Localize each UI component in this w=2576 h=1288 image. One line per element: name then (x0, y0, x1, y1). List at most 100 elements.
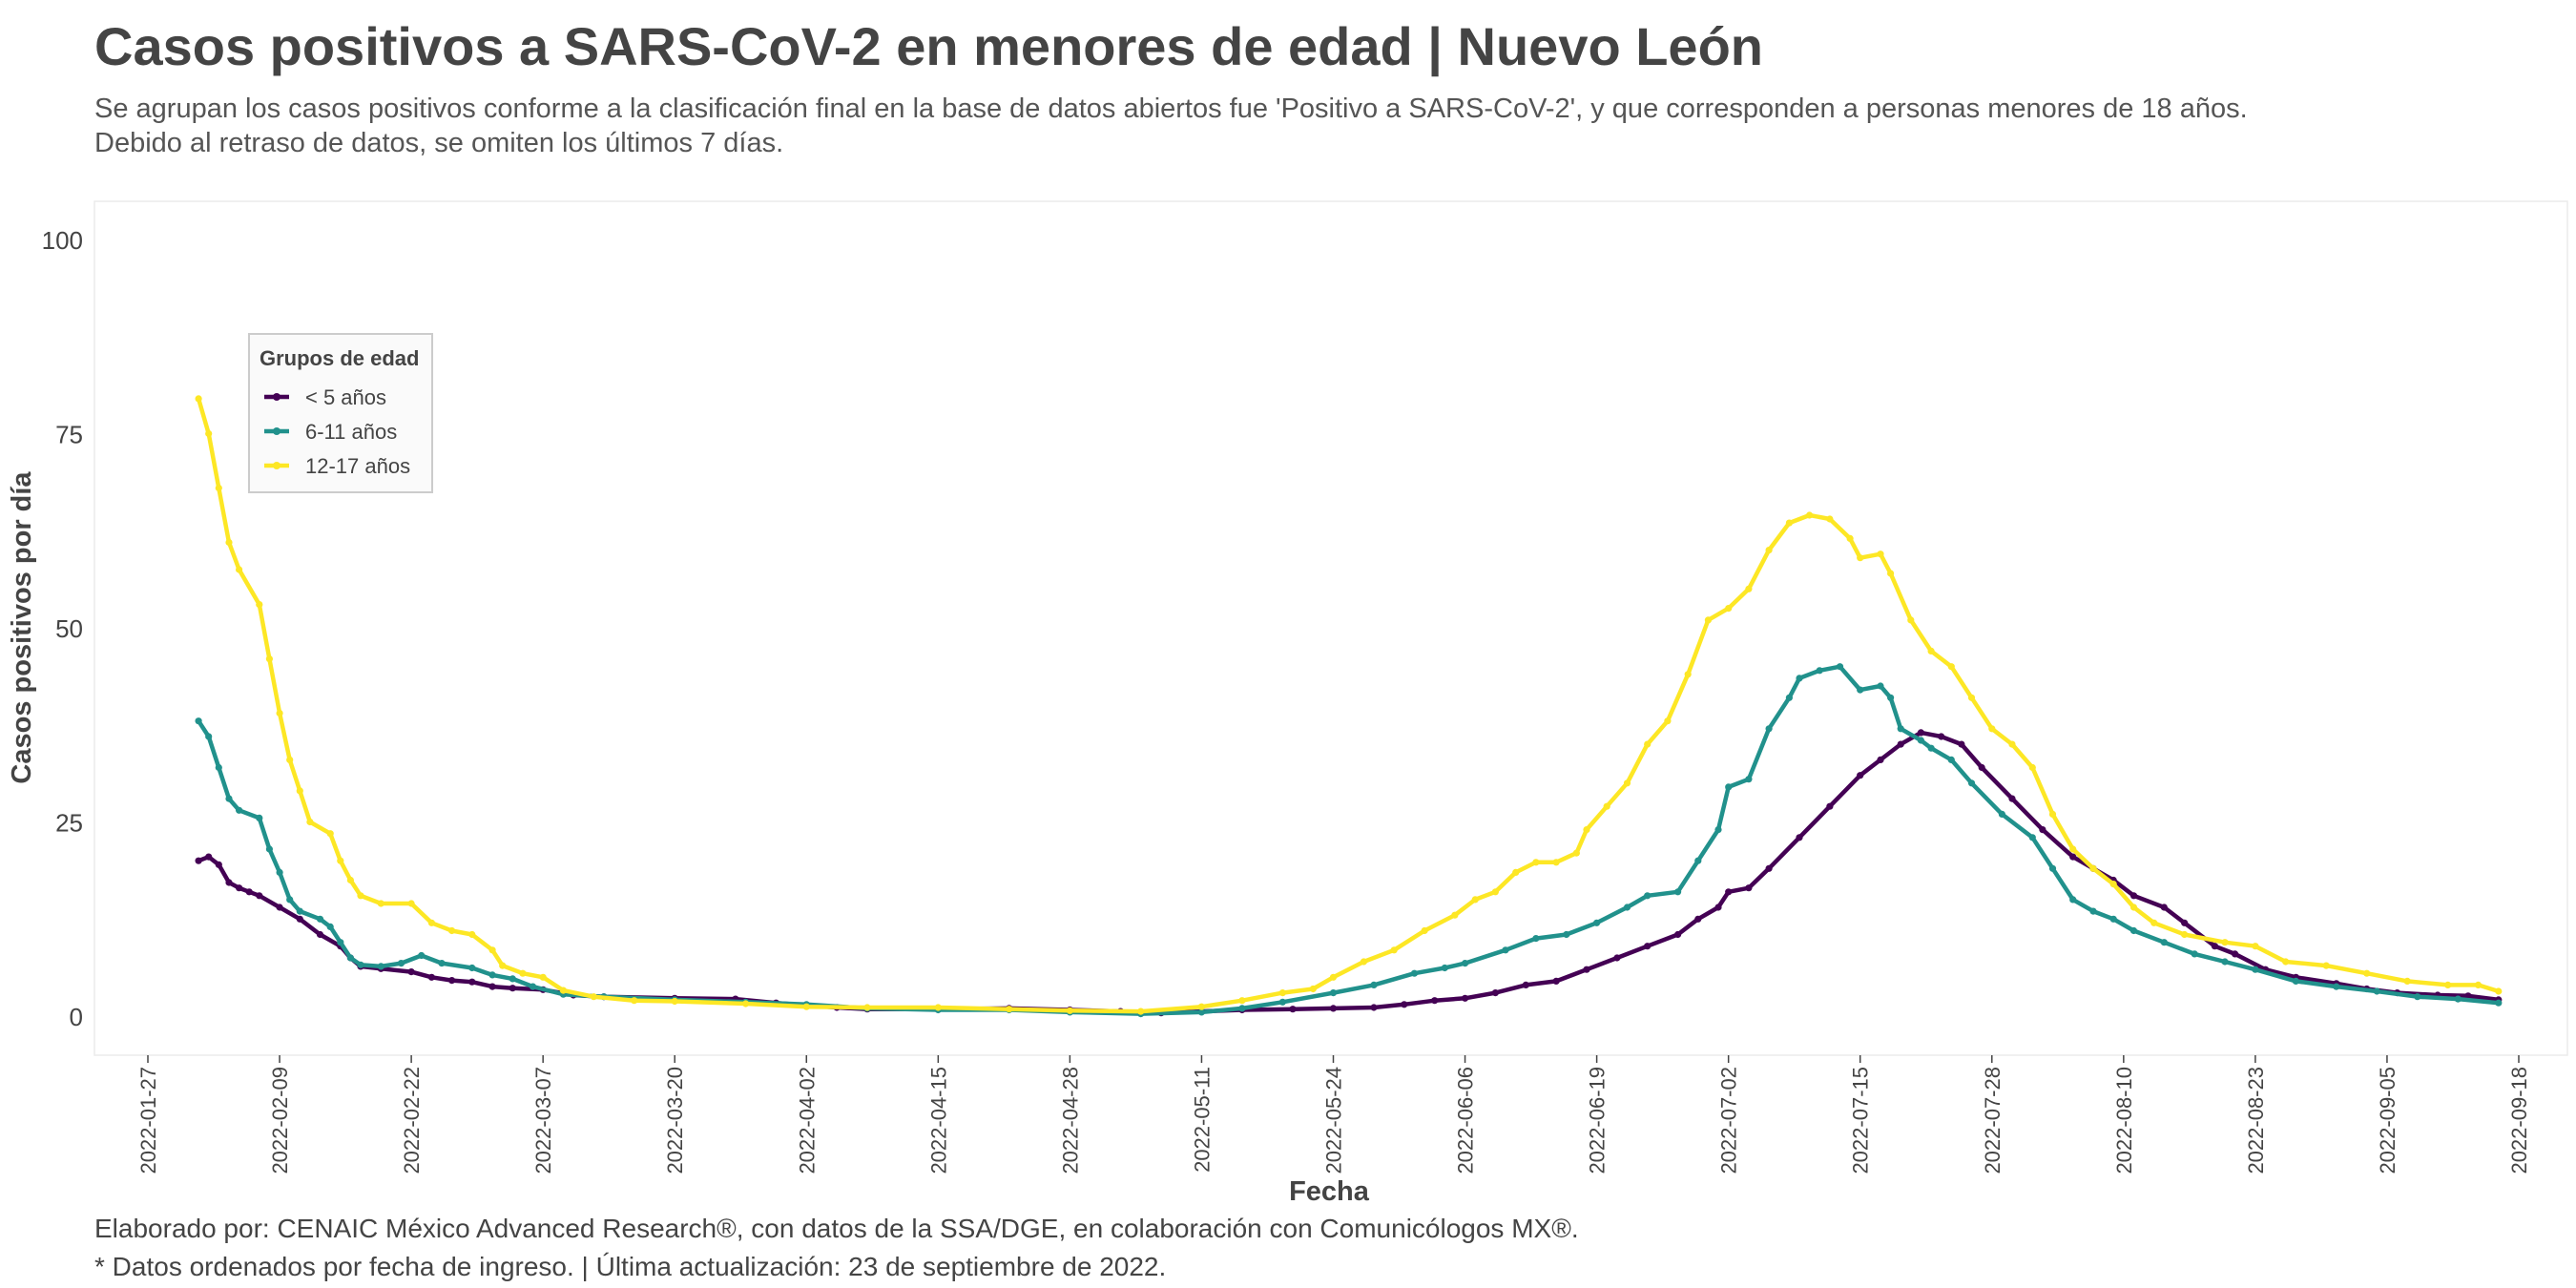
x-tick-label: 2022-03-07 (531, 1067, 555, 1174)
data-point (286, 896, 294, 904)
data-point (1967, 779, 1976, 787)
data-point (205, 733, 213, 740)
data-point (2221, 939, 2229, 946)
data-point (1725, 888, 1733, 896)
data-point (1329, 973, 1338, 981)
data-point (1857, 686, 1864, 694)
plot-area (93, 200, 2568, 1056)
data-point (2008, 740, 2016, 748)
x-tick-label: 2022-03-20 (663, 1067, 687, 1174)
data-point (1927, 744, 1935, 752)
data-point (397, 960, 405, 967)
data-point (215, 484, 222, 492)
data-point (2454, 995, 2462, 1003)
data-point (1927, 647, 1935, 655)
data-point (1532, 859, 1540, 866)
data-point (265, 845, 273, 853)
data-point (205, 853, 213, 861)
data-point (1137, 1008, 1145, 1015)
data-point (427, 973, 435, 981)
x-tick-label: 2022-02-22 (400, 1067, 424, 1174)
data-point (1917, 729, 1924, 737)
x-tick-label: 2022-06-19 (1586, 1067, 1610, 1174)
data-point (1877, 756, 1884, 764)
data-point (1278, 998, 1286, 1006)
data-point (205, 429, 213, 438)
data-point (256, 892, 263, 900)
data-point (2282, 958, 2290, 966)
data-point (2129, 926, 2138, 935)
data-point (519, 969, 527, 977)
data-point (1329, 989, 1338, 997)
legend-swatch-marker (273, 427, 280, 435)
data-point (1745, 884, 1753, 892)
data-point (2008, 795, 2016, 802)
data-point (236, 566, 243, 573)
caption-line-2: * Datos ordenados por fecha de ingreso. … (94, 1252, 1167, 1281)
data-point (1714, 904, 1722, 911)
data-point (2373, 987, 2380, 995)
data-point (2129, 892, 2138, 900)
x-tick-label: 2022-01-27 (136, 1067, 160, 1174)
data-point (2089, 907, 2097, 915)
data-point (2028, 763, 2036, 772)
data-point (1471, 896, 1479, 904)
data-point (1714, 826, 1722, 834)
series-3 (195, 395, 2503, 1015)
data-point (2069, 853, 2077, 861)
data-point (215, 861, 222, 868)
data-point (1785, 694, 1793, 701)
data-point (863, 1004, 871, 1011)
data-point (1603, 802, 1610, 810)
data-point (1694, 915, 1702, 923)
data-point (1725, 605, 1733, 613)
data-point (195, 395, 202, 403)
data-point (2109, 881, 2117, 888)
series-lines (195, 395, 2503, 1018)
x-tick-label: 2022-04-28 (1058, 1067, 1082, 1174)
data-point (2495, 987, 2503, 995)
data-point (468, 978, 476, 986)
x-tick-label: 2022-09-05 (2376, 1067, 2399, 1174)
data-point (306, 818, 314, 826)
data-point (1826, 515, 1834, 523)
data-point (1684, 671, 1692, 678)
data-point (539, 973, 547, 981)
data-point (1572, 849, 1580, 857)
data-point (1370, 1004, 1378, 1011)
x-axis-title: Fecha (1289, 1176, 1370, 1207)
data-point (1846, 534, 1854, 543)
data-point (377, 963, 384, 970)
data-point (1694, 857, 1702, 864)
data-point (2181, 919, 2189, 926)
data-point (236, 806, 243, 814)
x-tick-label: 2022-05-24 (1322, 1067, 1346, 1174)
data-point (225, 538, 233, 547)
data-point (1502, 946, 1509, 954)
data-point (377, 900, 384, 907)
data-point (1451, 911, 1459, 919)
data-point (2495, 999, 2503, 1007)
data-point (1947, 663, 1955, 671)
data-point (2160, 939, 2168, 946)
data-point (2363, 969, 2371, 977)
data-point (1289, 1006, 1297, 1013)
data-point (1785, 519, 1793, 527)
data-point (1877, 551, 1884, 558)
data-point (1238, 997, 1246, 1005)
data-point (1462, 960, 1469, 967)
data-point (488, 971, 496, 979)
series-1 (195, 729, 2503, 1017)
data-point (499, 962, 507, 969)
data-point (1745, 585, 1753, 592)
data-point (256, 814, 263, 822)
data-point (2150, 919, 2158, 926)
data-point (1745, 776, 1753, 783)
data-point (2048, 810, 2057, 819)
data-point (256, 601, 263, 609)
y-axis-title: Casos positivos por día (7, 471, 37, 784)
data-point (2129, 904, 2138, 911)
data-point (296, 907, 303, 915)
data-point (1613, 954, 1621, 962)
